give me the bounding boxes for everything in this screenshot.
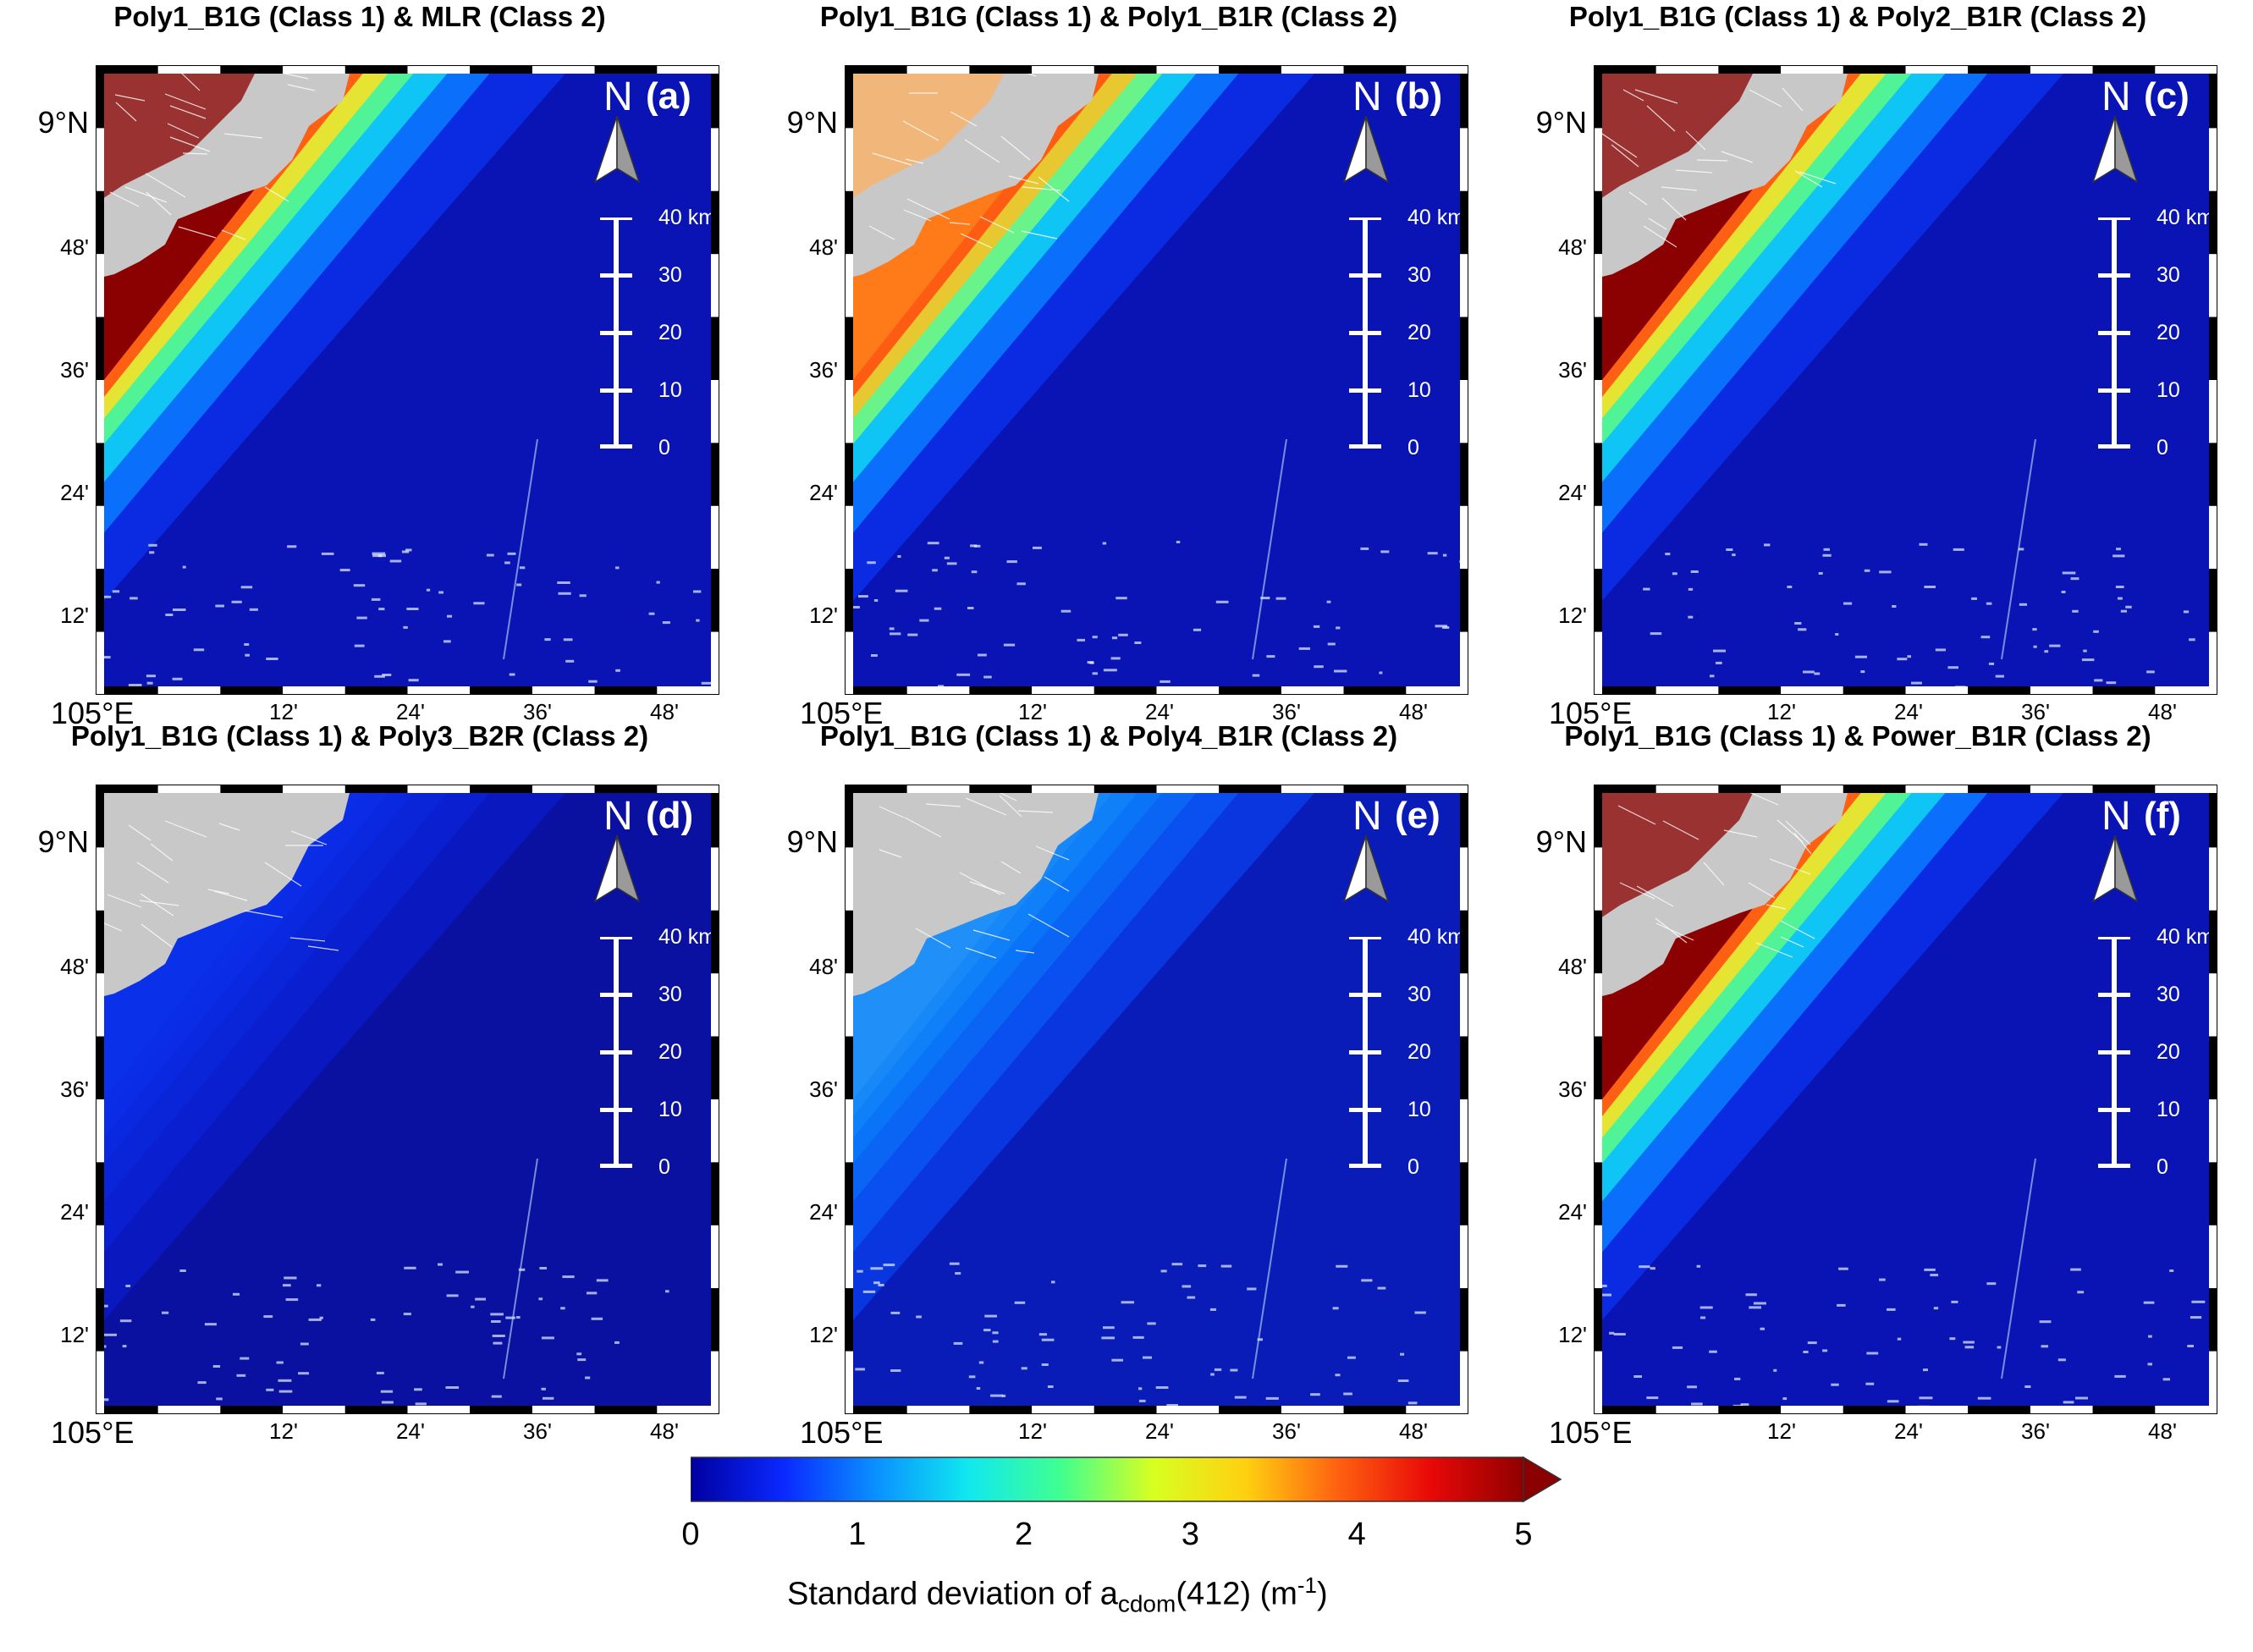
colorbar-tick-label: 0	[681, 1517, 700, 1552]
longitude-tick-label: 105°E	[51, 696, 135, 730]
longitude-tick-label: 12'	[1018, 1418, 1047, 1444]
longitude-tick-label: 36'	[2021, 699, 2050, 724]
longitude-tick-label: 48'	[1399, 1418, 1428, 1444]
longitude-tick-label: 12'	[269, 1418, 298, 1444]
colorbar-tick-label: 2	[1015, 1517, 1033, 1552]
map-panel-f: Poly1_B1G (Class 1) & Power_B1R (Class 2…	[1498, 719, 2217, 1450]
map-image	[1594, 785, 2217, 1414]
longitude-tick-label: 24'	[396, 699, 425, 724]
longitude-tick-label: 48'	[650, 699, 679, 724]
latitude-tick-label: 48'	[809, 234, 838, 260]
colorbar-tick-label: 5	[1514, 1517, 1533, 1552]
map-panel-b: Poly1_B1G (Class 1) & Poly1_B1R (Class 2…	[749, 0, 1468, 730]
longitude-tick-label: 12'	[1767, 699, 1796, 724]
latitude-tick-label: 36'	[809, 357, 838, 383]
longitude-tick-label: 105°E	[1549, 1415, 1633, 1450]
latitude-tick-label: 24'	[1558, 480, 1587, 505]
latitude-tick-label: 24'	[1558, 1199, 1587, 1225]
latitude-tick-label: 9°N	[1535, 105, 1587, 140]
latitude-tick-label: 48'	[809, 954, 838, 979]
longitude-tick-label: 105°E	[51, 1415, 135, 1450]
colorbar-extension-triangle	[1523, 1456, 1562, 1503]
longitude-tick-label: 24'	[1894, 699, 1923, 724]
longitude-tick-label: 36'	[2021, 1418, 2050, 1444]
colorbar-tick-label: 3	[1181, 1517, 1199, 1552]
latitude-tick-label: 36'	[1558, 1077, 1587, 1102]
latitude-tick-label: 12'	[60, 603, 89, 628]
latitude-tick-label: 24'	[60, 1199, 89, 1225]
longitude-tick-label: 12'	[1018, 699, 1047, 724]
panel-title: Poly1_B1G (Class 1) & MLR (Class 2)	[113, 1, 606, 32]
longitude-tick-label: 24'	[396, 1418, 425, 1444]
latitude-tick-label: 24'	[809, 480, 838, 505]
latitude-tick-label: 36'	[809, 1077, 838, 1102]
map-panel-e: Poly1_B1G (Class 1) & Poly4_B1R (Class 2…	[749, 719, 1468, 1450]
latitude-tick-label: 12'	[809, 603, 838, 628]
latitude-tick-label: 48'	[60, 954, 89, 979]
latitude-tick-label: 9°N	[786, 824, 838, 859]
panel-title: Poly1_B1G (Class 1) & Poly3_B2R (Class 2…	[70, 720, 649, 752]
panel-title: Poly1_B1G (Class 1) & Poly1_B1R (Class 2…	[819, 1, 1398, 32]
latitude-tick-label: 12'	[1558, 603, 1587, 628]
map-panel-c: Poly1_B1G (Class 1) & Poly2_B1R (Class 2…	[1498, 0, 2217, 730]
latitude-tick-label: 48'	[60, 234, 89, 260]
map-image	[96, 785, 719, 1414]
latitude-tick-label: 9°N	[786, 105, 838, 140]
longitude-tick-label: 105°E	[1549, 696, 1633, 730]
longitude-tick-label: 48'	[2148, 1418, 2177, 1444]
latitude-tick-label: 48'	[1558, 234, 1587, 260]
longitude-tick-label: 24'	[1894, 1418, 1923, 1444]
longitude-tick-label: 36'	[1272, 1418, 1301, 1444]
colorbar-gradient	[690, 1457, 1524, 1502]
longitude-tick-label: 48'	[1399, 699, 1428, 724]
colorbar-tick-label: 4	[1347, 1517, 1366, 1552]
longitude-tick-label: 48'	[650, 1418, 679, 1444]
longitude-tick-label: 105°E	[800, 1415, 884, 1450]
latitude-tick-label: 12'	[809, 1322, 838, 1347]
latitude-tick-label: 9°N	[1535, 824, 1587, 859]
map-image	[845, 785, 1468, 1414]
latitude-tick-label: 48'	[1558, 954, 1587, 979]
latitude-tick-label: 12'	[1558, 1322, 1587, 1347]
panel-title: Poly1_B1G (Class 1) & Poly2_B1R (Class 2…	[1568, 1, 2147, 32]
map-image	[845, 65, 1468, 695]
colorbar-title: Standard deviation of acdom(412) (m-1)	[787, 1572, 1328, 1617]
longitude-tick-label: 24'	[1145, 699, 1174, 724]
longitude-tick-label: 12'	[1767, 1418, 1796, 1444]
colorbar	[690, 1456, 1562, 1503]
map-image	[1594, 65, 2217, 695]
longitude-tick-label: 36'	[523, 699, 552, 724]
map-panel-d: Poly1_B1G (Class 1) & Poly3_B2R (Class 2…	[0, 719, 719, 1450]
longitude-tick-label: 24'	[1145, 1418, 1174, 1444]
latitude-tick-label: 24'	[60, 480, 89, 505]
latitude-tick-label: 24'	[809, 1199, 838, 1225]
longitude-tick-label: 12'	[269, 699, 298, 724]
longitude-tick-label: 36'	[1272, 699, 1301, 724]
panel-title: Poly1_B1G (Class 1) & Power_B1R (Class 2…	[1564, 720, 2151, 752]
colorbar-tick-label: 1	[848, 1517, 867, 1552]
map-panel-a: Poly1_B1G (Class 1) & MLR (Class 2) 9°N 48…	[0, 0, 719, 730]
latitude-tick-label: 36'	[60, 357, 89, 383]
longitude-tick-label: 36'	[523, 1418, 552, 1444]
latitude-tick-label: 9°N	[37, 105, 89, 140]
latitude-tick-label: 36'	[60, 1077, 89, 1102]
longitude-tick-label: 105°E	[800, 696, 884, 730]
longitude-tick-label: 48'	[2148, 699, 2177, 724]
map-image	[96, 65, 719, 695]
latitude-tick-label: 36'	[1558, 357, 1587, 383]
latitude-tick-label: 12'	[60, 1322, 89, 1347]
latitude-tick-label: 9°N	[37, 824, 89, 859]
panel-title: Poly1_B1G (Class 1) & Poly4_B1R (Class 2…	[819, 720, 1398, 752]
